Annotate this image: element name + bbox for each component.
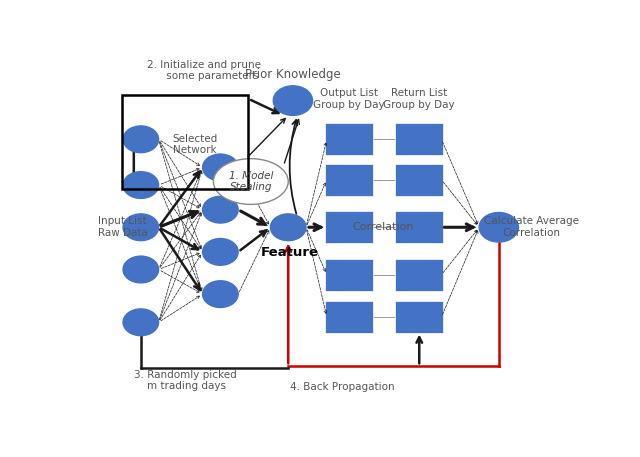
FancyBboxPatch shape <box>395 123 444 155</box>
Text: 2. Initialize and prune
     some parameters: 2. Initialize and prune some parameters <box>147 60 261 81</box>
Circle shape <box>203 154 238 181</box>
Circle shape <box>203 197 238 223</box>
Circle shape <box>203 239 238 265</box>
Text: Output List
Group by Day: Output List Group by Day <box>313 88 385 110</box>
Text: Prior Knowledge: Prior Knowledge <box>245 68 340 81</box>
Text: 4. Back Propagation: 4. Back Propagation <box>290 383 394 393</box>
FancyBboxPatch shape <box>325 259 373 291</box>
Circle shape <box>479 213 518 242</box>
Ellipse shape <box>213 159 288 204</box>
FancyBboxPatch shape <box>395 301 444 333</box>
Text: 3. Randomly picked
    m trading days: 3. Randomly picked m trading days <box>134 370 237 391</box>
Text: Return List
Group by Day: Return List Group by Day <box>383 88 455 110</box>
Text: Calculate Average
Correlation: Calculate Average Correlation <box>484 217 579 238</box>
Circle shape <box>123 172 159 198</box>
FancyBboxPatch shape <box>325 123 373 155</box>
FancyBboxPatch shape <box>395 211 444 243</box>
Circle shape <box>123 256 159 283</box>
Circle shape <box>123 309 159 335</box>
Text: Feature: Feature <box>260 246 319 260</box>
FancyBboxPatch shape <box>395 259 444 291</box>
FancyBboxPatch shape <box>325 164 373 196</box>
Circle shape <box>123 214 159 241</box>
FancyBboxPatch shape <box>395 164 444 196</box>
Text: Correlation: Correlation <box>353 222 414 232</box>
Text: Selected
Network: Selected Network <box>172 134 217 155</box>
Circle shape <box>271 214 306 241</box>
Circle shape <box>203 281 238 308</box>
FancyBboxPatch shape <box>325 211 373 243</box>
Circle shape <box>123 126 159 153</box>
Circle shape <box>273 86 312 115</box>
FancyBboxPatch shape <box>325 301 373 333</box>
Text: 1. Model
Stealing: 1. Model Stealing <box>228 171 273 192</box>
Text: Input List
Raw Data: Input List Raw Data <box>98 217 148 238</box>
